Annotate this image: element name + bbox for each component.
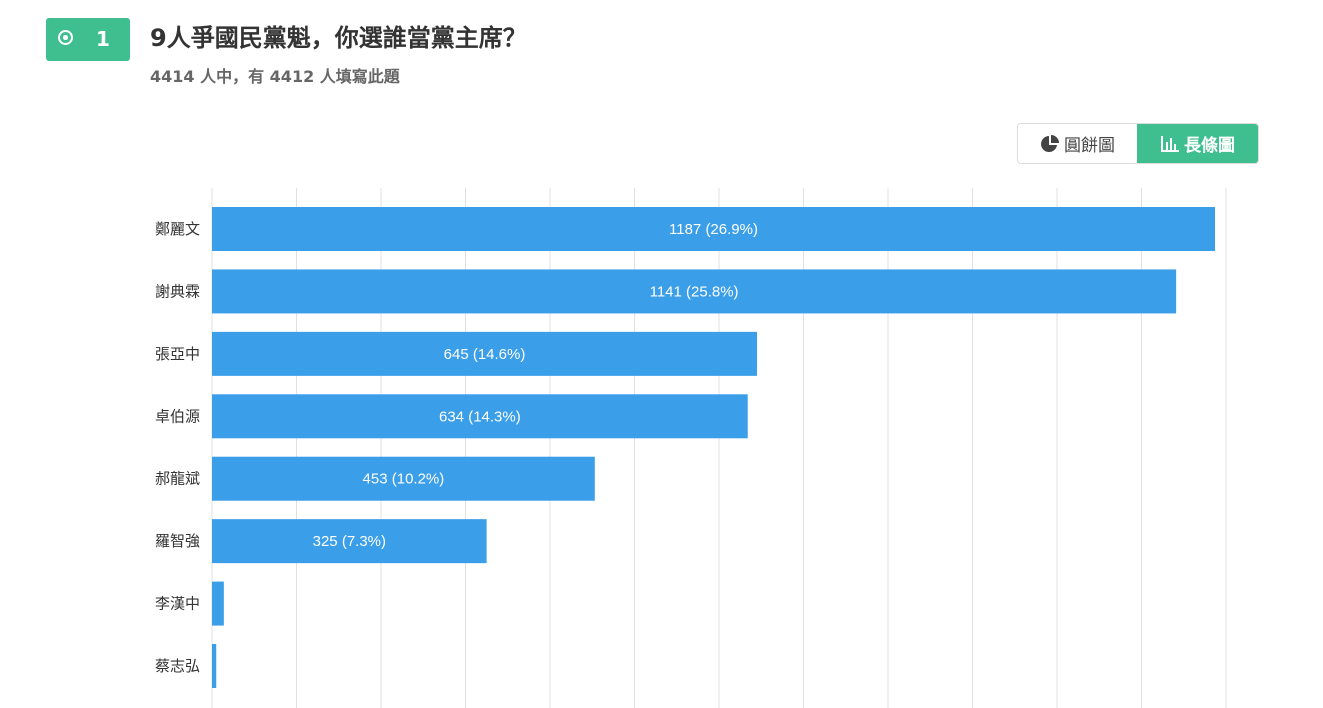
pie-chart-button[interactable]: 圓餅圖 [1018, 124, 1138, 163]
bar[interactable] [212, 456, 595, 501]
bar-chart-label: 長條圖 [1184, 136, 1235, 156]
bar[interactable] [212, 644, 217, 689]
category-label: 李漢中 [155, 595, 200, 613]
data-label: 325 (7.3%) [313, 533, 386, 550]
data-label: 1141 (25.8%) [650, 283, 739, 300]
question-number: 1 [96, 27, 110, 51]
category-label: 蔡志弘 [155, 657, 200, 675]
chart-type-toggle: 圓餅圖 長條圖 [1017, 123, 1259, 164]
bar[interactable] [212, 207, 1216, 251]
category-label: 郝龍斌 [155, 470, 200, 488]
data-label: 1187 (26.9%) [669, 221, 758, 238]
bar[interactable] [212, 519, 487, 564]
category-label: 謝典霖 [155, 282, 200, 300]
bar[interactable] [212, 269, 1177, 314]
pie-chart-icon [1041, 134, 1059, 152]
data-label: 645 (14.6%) [444, 346, 526, 363]
question-title: 9人爭國民黨魁，你選誰當黨主席？ [150, 24, 527, 52]
response-count: 4414 人中，有 4412 人填寫此題 [150, 67, 400, 86]
question-badge: 1 [46, 18, 130, 61]
data-label: 634 (14.3%) [439, 408, 521, 425]
pie-chart-label: 圓餅圖 [1064, 136, 1115, 156]
category-label: 鄭麗文 [155, 220, 200, 238]
bar[interactable] [212, 331, 758, 376]
data-label: 453 (10.2%) [363, 471, 445, 488]
bar-chart-button[interactable]: 長條圖 [1137, 124, 1258, 163]
bar[interactable] [212, 394, 748, 439]
category-label: 卓伯源 [155, 407, 200, 425]
category-label: 羅智強 [155, 532, 200, 550]
bar-chart-icon [1161, 135, 1179, 152]
category-label: 張亞中 [155, 345, 200, 363]
radio-button-icon [58, 30, 73, 45]
bar[interactable] [212, 581, 224, 626]
